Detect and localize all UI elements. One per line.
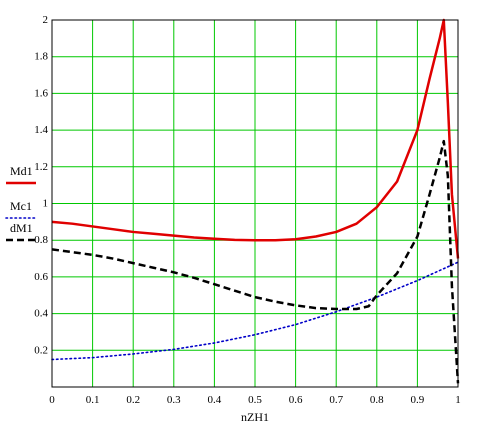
x-tick-label: 0.1: [86, 394, 100, 406]
y-tick-label: 2: [43, 14, 49, 26]
legend: Md1 Mc1 dM1: [5, 164, 37, 242]
x-tick-label: 1: [455, 394, 461, 406]
x-tick-label: 0.4: [208, 394, 222, 406]
y-tick-label: 0.4: [34, 308, 48, 320]
x-tick-label: 0.7: [329, 394, 343, 406]
y-tick-label: 1.2: [34, 161, 48, 173]
series-line-dm1: [51, 139, 460, 384]
legend-label-md1: Md1: [10, 164, 33, 178]
y-tick-label: 1.6: [34, 87, 48, 99]
legend-label-dm1: dM1: [10, 221, 33, 235]
y-tick-label: 0.2: [34, 344, 48, 356]
x-tick-label: 0: [49, 394, 55, 406]
plot-frame: [51, 19, 459, 388]
series-lines: [51, 18, 460, 384]
y-tick-label: 0.8: [34, 234, 48, 246]
x-tick-label: 0.6: [289, 394, 303, 406]
grid: [51, 19, 459, 388]
x-tick-label: 0.3: [167, 394, 181, 406]
y-tick-label: 1: [43, 198, 49, 210]
y-tick-label: 0.6: [34, 271, 48, 283]
x-tick-label: 0.9: [411, 394, 425, 406]
x-tick-label: 0.2: [126, 394, 140, 406]
series-line-md1: [51, 18, 460, 259]
series-line-mc1: [51, 261, 459, 361]
y-tick-label: 1.8: [34, 51, 48, 63]
x-tick-label: 0.5: [248, 394, 262, 406]
x-axis-label: nZH1: [241, 410, 269, 424]
x-tick-label: 0.8: [370, 394, 384, 406]
tick-labels: 0 0.1 0.2 0.3 0.4 0.5 0.6 0.7 0.8 0.9 1 0.2 0.4 0.6 0.…: [34, 14, 461, 406]
y-tick-label: 1.4: [34, 124, 48, 136]
legend-label-mc1: Mc1: [10, 199, 32, 213]
